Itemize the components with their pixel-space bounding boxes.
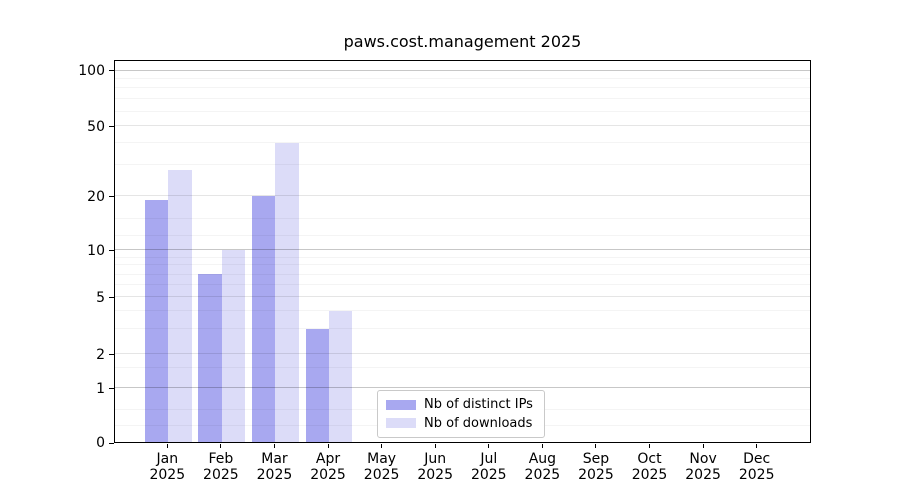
plot-area bbox=[114, 60, 811, 443]
bar-downloads-jan bbox=[168, 169, 192, 442]
y-tick-mark bbox=[109, 388, 114, 390]
x-tick-mark bbox=[381, 444, 383, 448]
bar-downloads-apr bbox=[329, 310, 353, 442]
bar-distinct-ips-jan bbox=[144, 199, 169, 442]
minor-gridline bbox=[115, 264, 810, 266]
major-gridline bbox=[115, 387, 810, 389]
legend-item-downloads: Nb of downloads bbox=[386, 416, 536, 431]
legend-swatch-distinct-ips-icon bbox=[386, 399, 416, 410]
y-tick-label-0: 0 bbox=[96, 435, 105, 451]
y-tick-mark bbox=[109, 250, 114, 252]
minor-gridline bbox=[115, 87, 810, 89]
x-tick-label-sep: Sep 2025 bbox=[578, 451, 614, 483]
minor-gridline bbox=[115, 235, 810, 237]
minor-gridline bbox=[115, 256, 810, 258]
x-tick-mark bbox=[488, 444, 490, 448]
y-tick-mark bbox=[109, 354, 114, 356]
minor-gridline bbox=[115, 310, 810, 312]
legend-label-downloads: Nb of downloads bbox=[424, 415, 533, 431]
minor-gridline bbox=[115, 77, 810, 79]
x-tick-label-dec: Dec 2025 bbox=[738, 451, 775, 483]
legend-swatch-downloads-icon bbox=[386, 418, 416, 429]
x-tick-label-nov: Nov 2025 bbox=[685, 451, 721, 483]
x-tick-label-jan: Jan 2025 bbox=[149, 451, 186, 483]
minor-gridline bbox=[115, 367, 810, 369]
x-tick-mark bbox=[541, 444, 543, 448]
minor-gridline bbox=[115, 283, 810, 285]
legend-label-distinct-ips: Nb of distinct IPs bbox=[424, 397, 533, 413]
y-tick-mark bbox=[109, 126, 114, 128]
x-tick-mark bbox=[434, 444, 436, 448]
x-tick-mark bbox=[220, 444, 222, 448]
chart-title: paws.cost.management 2025 bbox=[343, 32, 582, 51]
x-tick-mark bbox=[273, 444, 275, 448]
y-tick-label-10: 10 bbox=[87, 242, 105, 259]
x-tick-label-mar: Mar 2025 bbox=[256, 451, 293, 483]
y-tick-mark bbox=[109, 196, 114, 198]
x-tick-label-oct: Oct 2025 bbox=[631, 451, 668, 483]
bar-downloads-feb bbox=[221, 249, 246, 442]
minor-gridline bbox=[115, 217, 810, 219]
y-tick-label-2: 2 bbox=[96, 346, 105, 363]
x-tick-label-jun: Jun 2025 bbox=[417, 451, 453, 483]
x-tick-mark bbox=[166, 444, 168, 448]
major-gridline bbox=[115, 296, 810, 298]
major-gridline bbox=[115, 125, 810, 127]
x-tick-label-may: May 2025 bbox=[363, 451, 400, 483]
x-tick-mark bbox=[327, 444, 329, 448]
major-gridline bbox=[115, 195, 810, 197]
x-tick-mark bbox=[702, 444, 704, 448]
minor-gridline bbox=[115, 164, 810, 166]
y-tick-label-5: 5 bbox=[96, 289, 105, 306]
y-tick-mark bbox=[109, 297, 114, 299]
minor-gridline bbox=[115, 328, 810, 330]
x-tick-label-feb: Feb 2025 bbox=[203, 451, 239, 483]
legend-item-distinct-ips: Nb of distinct IPs bbox=[386, 397, 536, 412]
legend: Nb of distinct IPs Nb of downloads bbox=[377, 390, 545, 438]
y-tick-label-20: 20 bbox=[87, 188, 105, 205]
y-tick-mark bbox=[109, 442, 114, 444]
bar-distinct-ips-feb bbox=[198, 274, 222, 442]
y-tick-label-1: 1 bbox=[96, 380, 105, 397]
x-tick-label-aug: Aug 2025 bbox=[524, 451, 561, 483]
major-gridline bbox=[115, 353, 810, 355]
x-tick-mark bbox=[756, 444, 758, 448]
minor-gridline bbox=[115, 273, 810, 275]
y-tick-label-50: 50 bbox=[87, 118, 105, 135]
x-tick-mark bbox=[649, 444, 651, 448]
minor-gridline bbox=[115, 142, 810, 144]
bars-layer bbox=[115, 61, 810, 442]
x-tick-label-apr: Apr 2025 bbox=[310, 451, 346, 483]
bar-downloads-mar bbox=[275, 142, 299, 442]
minor-gridline bbox=[115, 110, 810, 112]
major-gridline bbox=[115, 69, 810, 71]
bar-distinct-ips-apr bbox=[305, 328, 330, 442]
minor-gridline bbox=[115, 98, 810, 100]
bar-distinct-ips-mar bbox=[252, 195, 276, 442]
x-tick-label-jul: Jul 2025 bbox=[470, 451, 507, 483]
major-gridline bbox=[115, 249, 810, 251]
y-tick-label-100: 100 bbox=[78, 62, 105, 79]
y-tick-mark bbox=[109, 70, 114, 72]
x-tick-mark bbox=[595, 444, 597, 448]
grid-layer bbox=[115, 61, 810, 442]
